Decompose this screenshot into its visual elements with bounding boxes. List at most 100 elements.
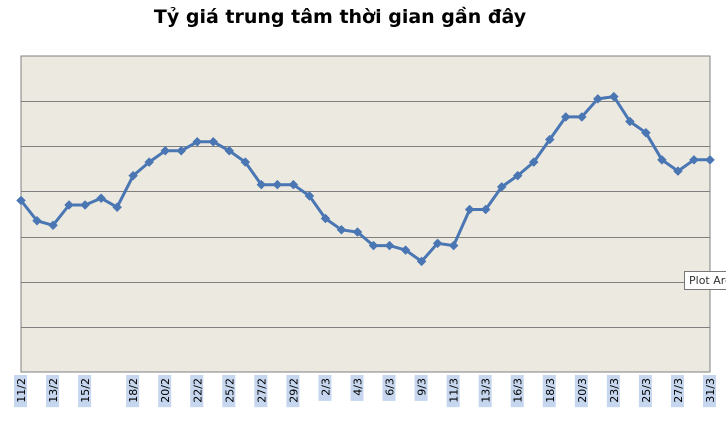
x-tick-label: 16/3 [512,378,525,403]
x-tick-highlight [638,375,652,408]
x-tick-highlight [574,375,588,408]
x-tick: 25/2 [222,375,236,408]
x-tick-label: 20/2 [159,378,172,403]
x-tick-label: 25/2 [223,378,236,403]
x-tick-label: 4/3 [351,378,364,396]
data-point-marker [320,213,331,224]
x-tick-highlight [542,375,556,408]
x-tick-highlight [126,375,140,408]
x-tick-label: 18/3 [544,378,557,403]
x-tick: 27/2 [254,375,268,408]
x-tick: 2/3 [318,375,332,401]
data-point-marker [368,240,379,251]
data-point-marker [641,127,651,138]
x-tick-label: 20/3 [576,378,589,403]
x-tick-label: 29/2 [287,378,300,403]
x-tick: 22/2 [190,375,204,408]
x-tick-label: 9/3 [416,378,429,396]
data-point-marker [576,112,587,122]
data-point-marker [496,182,507,192]
x-tick-label: 18/2 [127,378,140,403]
x-tick-highlight [703,375,716,408]
series-line-layer [19,95,710,263]
x-axis-tick-labels: 11/2 13/2 15/2 18/2 20/2 22/2 25/2 27/2 29/2 2/3 4… [14,375,717,408]
data-point-marker [400,245,411,255]
x-tick: 23/3 [606,375,621,408]
x-tick-highlight [670,375,684,408]
chart-title: Tỷ giá trung tâm thời gian gần đây [153,6,527,28]
x-tick-highlight [190,375,204,408]
data-point-marker [432,238,443,249]
plot-background[interactable] [20,55,711,373]
x-tick-highlight [606,375,620,408]
x-tick-highlight [350,375,364,401]
x-tick: 29/2 [286,375,300,408]
data-point-marker [336,224,347,235]
x-tick-highlight [78,375,92,408]
x-tick-label: 22/2 [191,378,204,403]
x-tick: 27/3 [670,375,685,408]
x-tick-label: 6/3 [384,378,397,396]
x-tick: 13/2 [46,375,60,408]
data-point-marker [609,91,619,102]
x-tick-highlight [382,375,396,401]
x-tick: 20/3 [574,375,589,408]
x-tick-label: 23/3 [608,378,621,403]
x-tick: 18/2 [126,375,140,408]
data-point-marker [288,179,299,190]
data-point-marker [512,170,523,181]
x-tick: 11/3 [446,375,461,408]
data-point-marker [304,191,315,201]
plot-area-tooltip: Plot Area [684,271,726,290]
x-tick: 4/3 [350,375,364,401]
data-point-marker [176,145,187,156]
x-tick-highlight [14,375,27,408]
x-tick-highlight [318,375,332,401]
data-point-marker [673,166,683,176]
data-point-marker [384,240,395,251]
x-tick-highlight [478,375,492,408]
data-point-marker [480,204,491,215]
x-tick: 20/2 [158,375,172,408]
x-tick-label: 27/2 [255,378,268,403]
data-point-marker [48,220,58,231]
data-point-marker [224,145,235,156]
data-point-marker [560,112,571,122]
data-point-marker [528,157,539,167]
x-tick-highlight [254,375,268,408]
data-point-marker [32,215,42,226]
x-tick-label: 15/2 [79,378,92,403]
data-point-marker [592,94,603,104]
x-tick: 25/3 [638,375,653,408]
data-point-marker [657,154,667,165]
x-tick-label: 27/3 [672,378,685,403]
x-tick: 11/2 [14,375,28,408]
series-markers [16,91,715,267]
data-point-marker [128,170,139,181]
series-line [19,95,710,263]
x-tick: 13/3 [478,375,493,408]
x-tick-highlight [46,375,60,408]
plot-area[interactable] [20,55,711,373]
x-tick-label: 13/2 [47,378,60,403]
data-point-marker [160,145,171,156]
x-tick: 9/3 [414,375,429,401]
x-tick-highlight [446,375,460,408]
data-point-marker [144,157,155,167]
data-point-marker [416,256,427,267]
data-point-marker [112,202,122,213]
x-tick: 31/3 [703,375,717,408]
data-point-marker [352,227,363,237]
data-point-marker [208,136,219,147]
x-tick-highlight [414,375,428,401]
x-tick-label: 11/3 [448,378,461,403]
x-tick-label: 31/3 [704,378,717,403]
data-point-marker [272,179,283,190]
data-point-marker [96,193,106,204]
data-point-marker [625,116,635,127]
data-point-marker [705,154,715,165]
x-tick-label: 13/3 [480,378,493,403]
data-point-marker [689,154,699,165]
data-point-marker [256,179,267,190]
